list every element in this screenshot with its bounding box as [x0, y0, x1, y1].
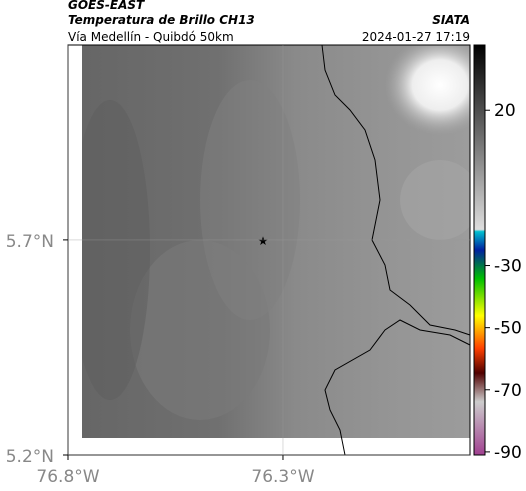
colorbar	[473, 44, 486, 456]
y-tick-label: 5.2°N	[6, 447, 54, 467]
y-tick-label: 5.7°N	[6, 232, 54, 252]
colorbar-tick-label: -50	[494, 319, 522, 339]
datetime: 2024-01-27 17:19	[362, 30, 470, 44]
source: SIATA	[432, 13, 470, 27]
colorbar-tick-label: -30	[494, 257, 522, 277]
colorbar-tick-label: 20	[494, 101, 516, 121]
colorbar-tick-label: -90	[494, 443, 522, 463]
subtitle: Temperatura de Brillo CH13	[68, 13, 255, 27]
boundary	[324, 319, 471, 456]
x-tick-label: 76.3°W	[251, 467, 314, 487]
location: Vía Medellín - Quibdó 50km	[68, 30, 234, 44]
boundary	[321, 44, 471, 336]
x-tick-label: 76.8°W	[36, 467, 99, 487]
title: GOES-EAST	[68, 0, 145, 12]
satellite-image	[82, 45, 470, 438]
colorbar-tick-label: -70	[494, 381, 522, 401]
location-marker: ★	[258, 234, 269, 248]
